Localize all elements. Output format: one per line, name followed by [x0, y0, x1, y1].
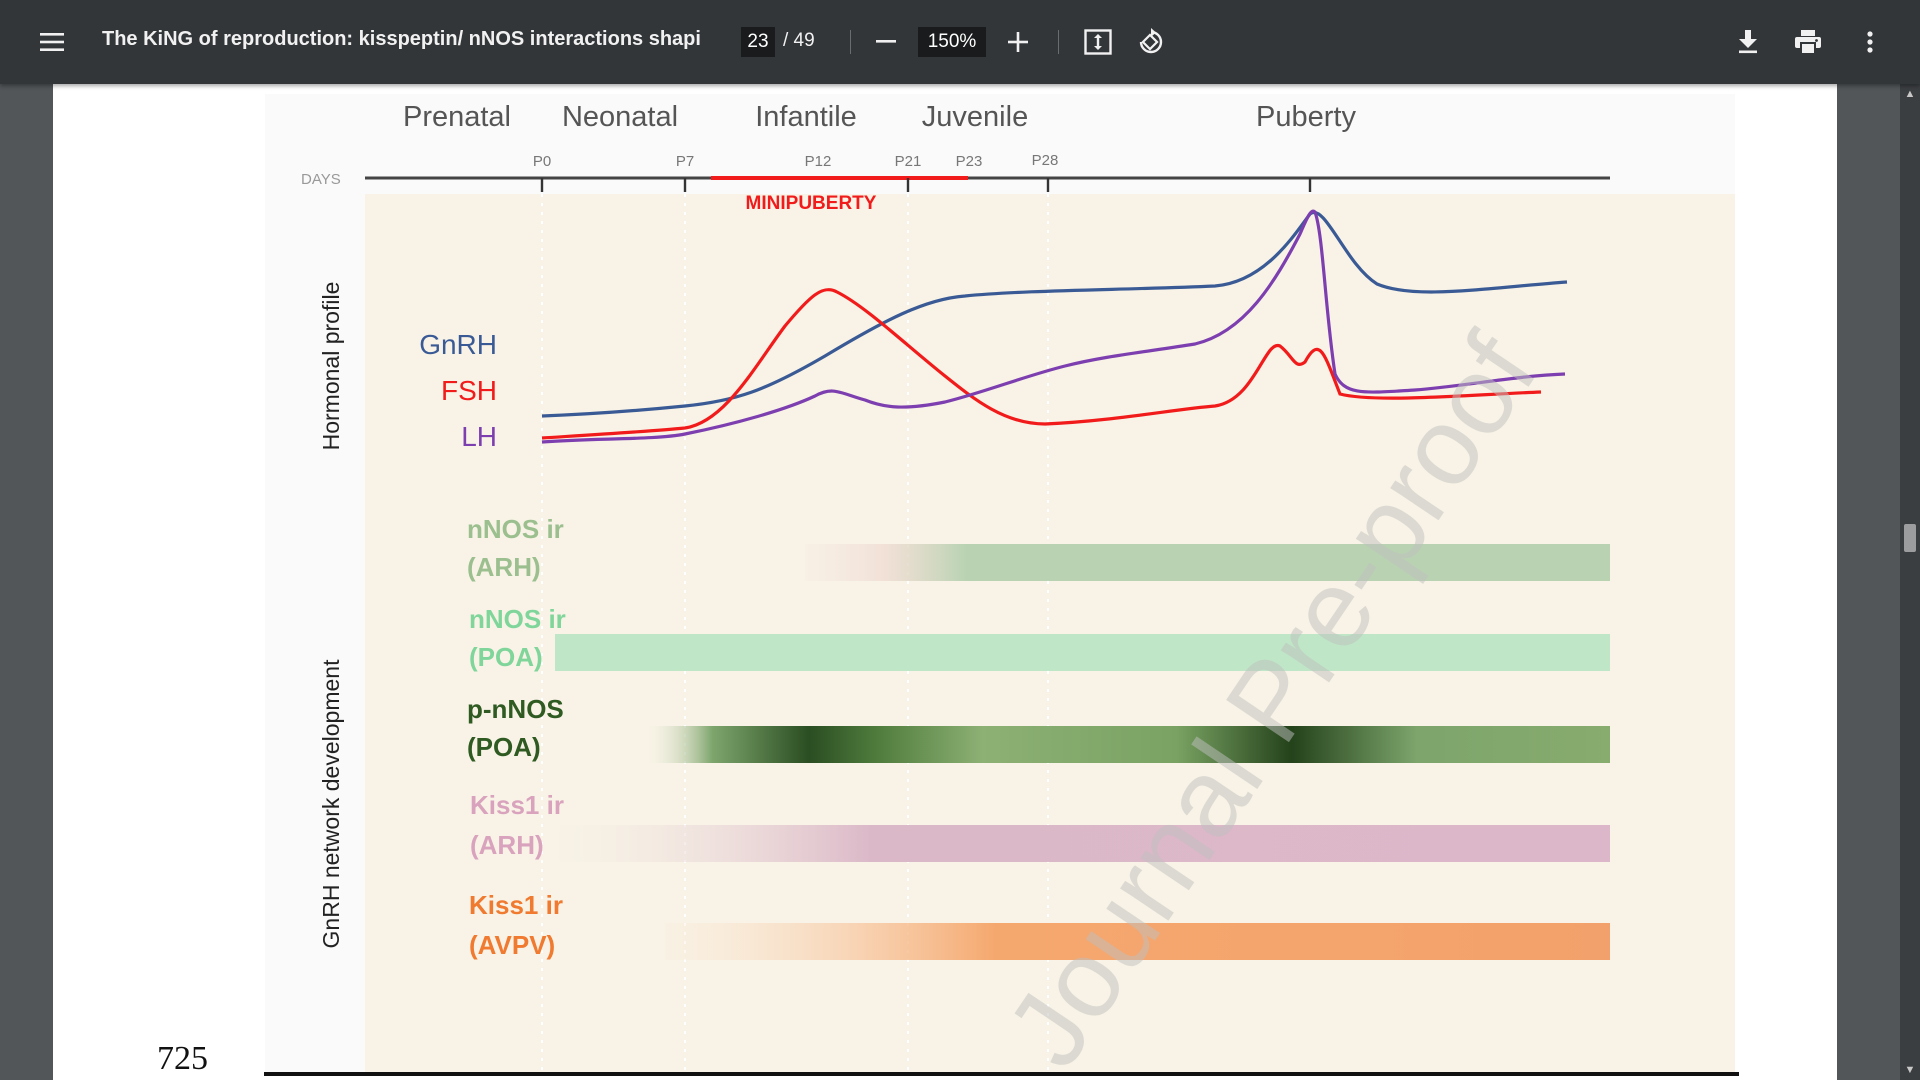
- tick-label-p28: P28: [1032, 152, 1059, 169]
- pdf-page: Prenatal Neonatal Infantile Juvenile Pub…: [53, 84, 1837, 1080]
- bar-pnnos-poa: [645, 726, 1610, 763]
- vertical-scrollbar[interactable]: ▲ ▼: [1900, 84, 1920, 1080]
- tick-label-p21: P21: [895, 153, 922, 170]
- minipuberty-label: MINIPUBERTY: [746, 193, 877, 214]
- tick-label-p7: P7: [676, 153, 694, 170]
- stage-neonatal: Neonatal: [562, 101, 678, 133]
- legend-fsh: FSH: [441, 375, 497, 406]
- bar-kiss-arh: [555, 825, 1610, 862]
- network-development-label: GnRH network development: [318, 659, 344, 949]
- download-icon[interactable]: [1728, 22, 1768, 62]
- hormonal-profile-label: Hormonal profile: [318, 282, 344, 451]
- zoom-in-icon[interactable]: [998, 22, 1038, 62]
- document-title: The KiNG of reproduction: kisspeptin/ nN…: [102, 28, 702, 50]
- stage-prenatal: Prenatal: [403, 101, 511, 133]
- zoom-out-icon[interactable]: [866, 22, 906, 62]
- scroll-thumb[interactable]: [1904, 524, 1916, 552]
- bar-label-pnnos-line1: p-nNOS: [467, 694, 564, 724]
- legend-lh: LH: [461, 421, 497, 452]
- series-line-gnrh: [541, 210, 1568, 418]
- axis-ticks: [540, 178, 1312, 192]
- toolbar-divider: [850, 30, 851, 54]
- pdf-toolbar: The KiNG of reproduction: kisspeptin/ nN…: [0, 0, 1920, 84]
- bar-label-kiss-avpv-line2: (AVPV): [469, 930, 555, 960]
- stage-infantile: Infantile: [755, 101, 857, 133]
- page-total: / 49: [783, 30, 815, 51]
- bar-label-nnos-poa-line1: nNOS ir: [469, 604, 566, 634]
- days-label: DAYS: [301, 171, 341, 188]
- bar-label-kiss-arh-line2: (ARH): [470, 830, 544, 860]
- scroll-down-arrow-icon[interactable]: ▼: [1904, 1064, 1916, 1076]
- toolbar-divider: [1058, 30, 1059, 54]
- tick-label-p0: P0: [533, 153, 551, 170]
- page-number-input[interactable]: 23: [741, 27, 775, 57]
- bar-kiss-avpv: [665, 923, 1610, 960]
- line-number: 725: [157, 1040, 208, 1077]
- zoom-level-input[interactable]: 150%: [918, 27, 986, 57]
- fit-to-page-icon[interactable]: [1078, 22, 1118, 62]
- bar-nnos-arh: [805, 544, 1610, 581]
- tick-label-p23: P23: [956, 153, 983, 170]
- figure-svg: Prenatal Neonatal Infantile Juvenile Pub…: [265, 94, 1735, 1072]
- bar-nnos-poa: [555, 634, 1610, 671]
- bar-label-nnos-arh-line1: nNOS ir: [467, 514, 564, 544]
- figure-kisspeptin-nnos-timeline: Prenatal Neonatal Infantile Juvenile Pub…: [265, 94, 1735, 1072]
- series-line-fsh: [541, 288, 1542, 440]
- more-vert-icon[interactable]: [1850, 22, 1890, 62]
- series-line-lh: [541, 209, 1566, 444]
- bar-label-kiss-avpv-line1: Kiss1 ir: [469, 890, 563, 920]
- hamburger-menu-icon[interactable]: [32, 22, 72, 62]
- print-icon[interactable]: [1788, 22, 1828, 62]
- bar-label-nnos-poa-line2: (POA): [469, 642, 543, 672]
- pdf-viewer[interactable]: Prenatal Neonatal Infantile Juvenile Pub…: [0, 84, 1900, 1080]
- rotate-icon[interactable]: [1130, 22, 1170, 62]
- bottom-rule: [264, 1072, 1739, 1076]
- bar-label-pnnos-line2: (POA): [467, 732, 541, 762]
- stage-puberty: Puberty: [1256, 101, 1356, 133]
- scroll-up-arrow-icon[interactable]: ▲: [1904, 88, 1916, 100]
- tick-label-p12: P12: [805, 153, 832, 170]
- bar-label-nnos-arh-line2: (ARH): [467, 552, 541, 582]
- bar-label-kiss-arh-line1: Kiss1 ir: [470, 790, 564, 820]
- legend-gnrh: GnRH: [419, 329, 497, 360]
- stage-juvenile: Juvenile: [922, 101, 1028, 133]
